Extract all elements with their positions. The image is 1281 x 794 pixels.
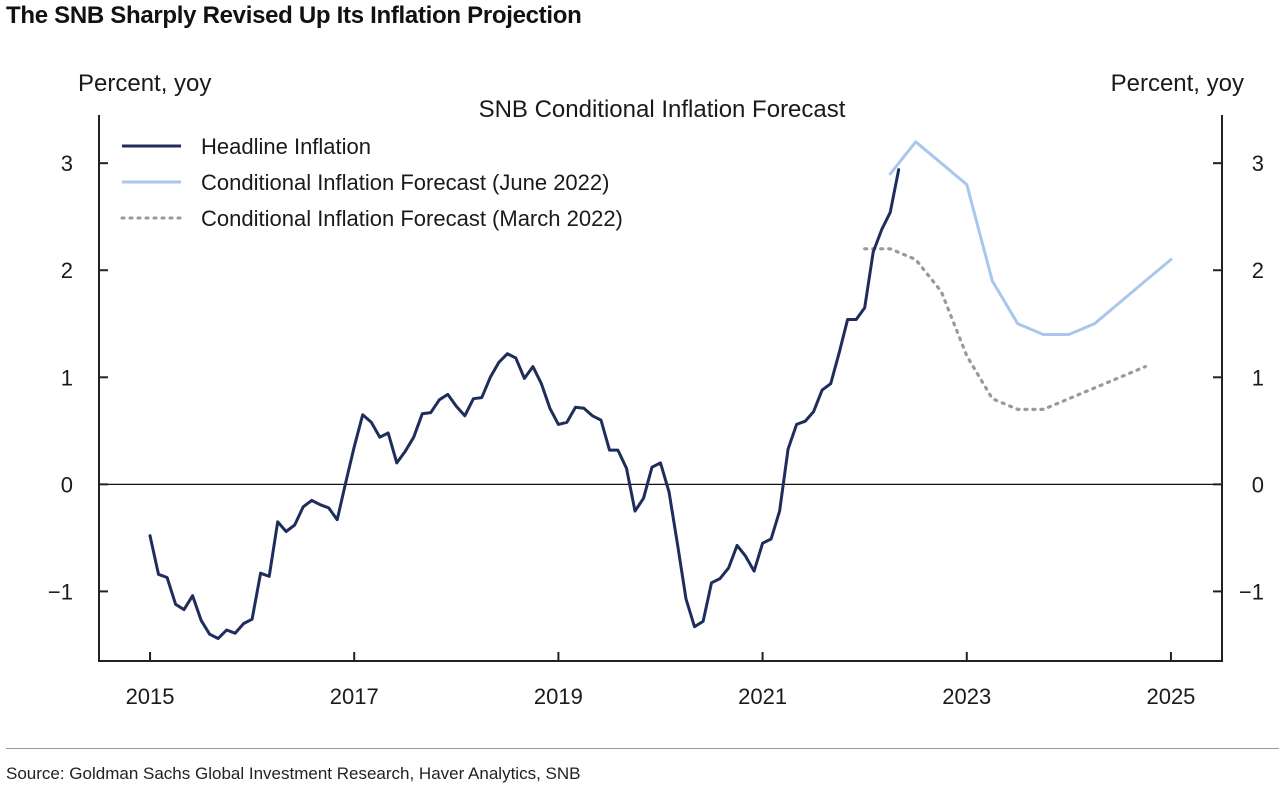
y-tick-label-right: 3: [1252, 151, 1264, 176]
legend-item-march-2022-label: Conditional Inflation Forecast (March 20…: [201, 206, 623, 231]
y-tick-label-right: −1: [1239, 579, 1264, 604]
y-tick-label-right: 1: [1252, 365, 1264, 390]
x-tick-label: 2015: [126, 684, 175, 709]
x-tick-label: 2017: [330, 684, 379, 709]
y-tick-label-left: 1: [61, 365, 73, 390]
y-tick-label-left: 0: [61, 472, 73, 497]
series-forecast-march-2022: [863, 247, 1148, 411]
source-note: Source: Goldman Sachs Global Investment …: [6, 764, 581, 783]
series-headline-inflation: [148, 168, 901, 640]
y-tick-label-right: 0: [1252, 472, 1264, 497]
divider: [6, 748, 1279, 749]
legend: Headline Inflation Conditional Inflation …: [120, 134, 623, 231]
y-tick-label-left: −1: [48, 579, 73, 604]
left-axis-label: Percent, yoy: [78, 70, 211, 97]
y-tick-label-left: 3: [61, 151, 73, 176]
y-tick-label-right: 2: [1252, 258, 1264, 283]
legend-item-headline-label: Headline Inflation: [201, 134, 371, 159]
series-forecast-june-2022: [888, 140, 1173, 336]
y-tick-label-left: 2: [61, 258, 73, 283]
x-tick-label: 2023: [942, 684, 991, 709]
x-tick-label: 2019: [534, 684, 583, 709]
x-tick-label: 2025: [1146, 684, 1195, 709]
right-axis-label: Percent, yoy: [1111, 70, 1244, 97]
chart-title: SNB Conditional Inflation Forecast: [479, 96, 846, 123]
legend-item-june-2022-label: Conditional Inflation Forecast (June 202…: [201, 170, 609, 195]
page-title: The SNB Sharply Revised Up Its Inflation…: [6, 2, 582, 29]
chart: SNB Conditional Inflation Forecast Perce…: [48, 70, 1264, 709]
x-tick-label: 2021: [738, 684, 787, 709]
